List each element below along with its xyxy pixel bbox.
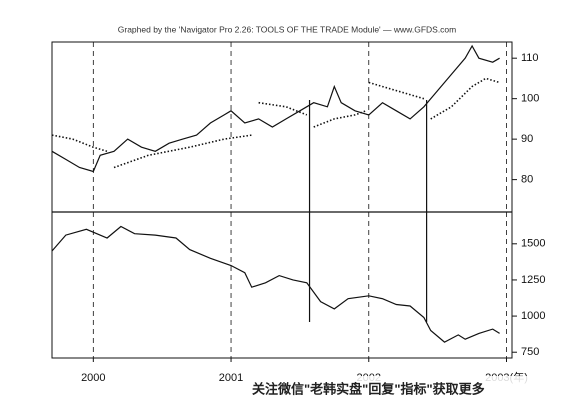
indicator-line xyxy=(51,77,500,169)
y-tick-label: 90 xyxy=(521,133,533,145)
x-tick-label: 2000 xyxy=(81,372,105,384)
chart-title: Graphed by the 'Navigator Pro 2.26: TOOL… xyxy=(118,24,457,34)
price-line xyxy=(51,225,500,343)
y-tick-label: 1000 xyxy=(521,310,545,322)
watermark: 关注微信"老韩实盘"回复"指标"获取更多 xyxy=(252,381,485,396)
watermark-bg xyxy=(246,376,574,404)
x-tick-label: 2001 xyxy=(219,372,243,384)
y-tick-label: 110 xyxy=(521,52,539,64)
y-tick-label: 750 xyxy=(521,346,539,358)
y-tick-label: 100 xyxy=(521,93,539,105)
y-tick-label: 80 xyxy=(521,174,533,186)
y-tick-label: 1500 xyxy=(521,238,545,250)
price-line xyxy=(51,44,500,173)
y-tick-label: 1250 xyxy=(521,274,545,286)
plot-frame xyxy=(51,41,513,359)
